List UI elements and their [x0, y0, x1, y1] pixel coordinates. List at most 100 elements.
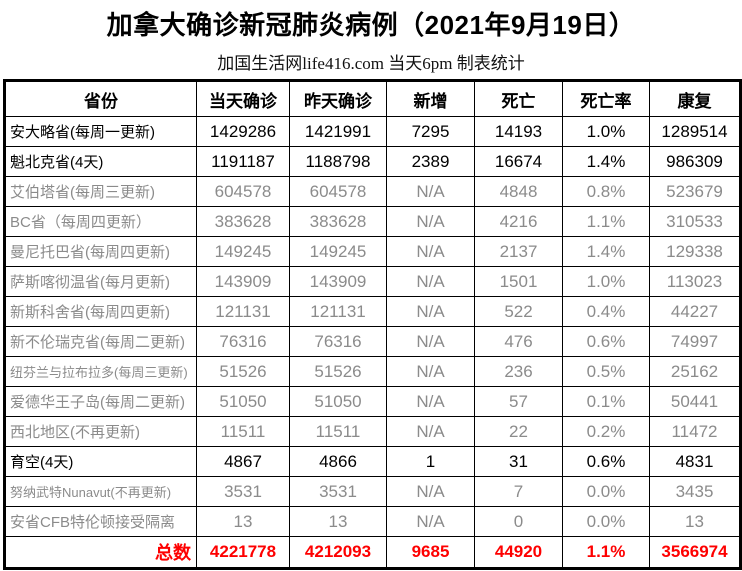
cell-today: 383628: [196, 206, 290, 237]
column-header-death-rate: 死亡率: [562, 80, 650, 117]
cell-today: 1429286: [196, 116, 290, 147]
cell-today: 51050: [196, 386, 290, 417]
table-row: 西北地区(不再更新) 11511 11511 N/A 22 0.2% 11472: [4, 416, 741, 447]
cell-deaths: 14193: [474, 116, 563, 147]
cell-deaths: 22: [474, 416, 563, 447]
covid-table: 省份 当天确诊 昨天确诊 新增 死亡 死亡率 康复 安大略省(每周一更新) 142…: [3, 79, 742, 570]
cell-deaths: 1501: [474, 266, 563, 297]
total-yesterday: 4212093: [289, 536, 387, 569]
table-row: 萨斯喀彻温省(每月更新) 143909 143909 N/A 1501 1.0% 11302…: [4, 266, 741, 297]
page-title: 加拿大确诊新冠肺炎病例（2021年9月19日）: [106, 10, 636, 40]
cell-recovered: 74997: [649, 326, 741, 357]
total-recovered: 3566974: [649, 536, 741, 569]
cell-province: 努纳武特Nunavut(不再更新): [4, 476, 197, 507]
cell-death-rate: 1.0%: [562, 116, 650, 147]
table-row: 爱德华王子岛(每周二更新) 51050 51050 N/A 57 0.1% 50441: [4, 386, 741, 417]
table-row: 新斯科舍省(每周四更新) 121131 121131 N/A 522 0.4% 44227: [4, 296, 741, 327]
cell-recovered: 4831: [649, 446, 741, 477]
table-row: 艾伯塔省(每周三更新) 604578 604578 N/A 4848 0.8% 523679: [4, 176, 741, 207]
cell-today: 13: [196, 506, 290, 537]
table-row: 曼尼托巴省(每周四更新) 149245 149245 N/A 2137 1.4% 12933…: [4, 236, 741, 267]
cell-province: 安大略省(每周一更新): [4, 116, 197, 147]
cell-province: BC省（每周四更新）: [4, 206, 197, 237]
cell-today: 76316: [196, 326, 290, 357]
cell-deaths: 57: [474, 386, 563, 417]
cell-death-rate: 1.0%: [562, 266, 650, 297]
cell-deaths: 522: [474, 296, 563, 327]
cell-today: 3531: [196, 476, 290, 507]
cell-death-rate: 0.4%: [562, 296, 650, 327]
cell-deaths: 7: [474, 476, 563, 507]
cell-death-rate: 1.4%: [562, 236, 650, 267]
cell-new-cases: N/A: [386, 506, 475, 537]
cell-recovered: 129338: [649, 236, 741, 267]
cell-new-cases: N/A: [386, 176, 475, 207]
cell-province: 新不伦瑞克省(每周二更新): [4, 326, 197, 357]
cell-province: 艾伯塔省(每周三更新): [4, 176, 197, 207]
cell-yesterday: 3531: [289, 476, 387, 507]
cell-recovered: 25162: [649, 356, 741, 387]
cell-death-rate: 0.5%: [562, 356, 650, 387]
cell-new-cases: N/A: [386, 416, 475, 447]
table-footer: 总数 4221778 4212093 9685 44920 1.1% 35669…: [4, 536, 741, 569]
cell-new-cases: N/A: [386, 326, 475, 357]
cell-new-cases: 2389: [386, 146, 475, 177]
cell-yesterday: 13: [289, 506, 387, 537]
cell-yesterday: 149245: [289, 236, 387, 267]
cell-death-rate: 0.6%: [562, 326, 650, 357]
cell-yesterday: 604578: [289, 176, 387, 207]
cell-deaths: 476: [474, 326, 563, 357]
cell-today: 121131: [196, 296, 290, 327]
cell-province: 纽芬兰与拉布拉多(每周三更新): [4, 356, 197, 387]
cell-recovered: 3435: [649, 476, 741, 507]
cell-death-rate: 0.8%: [562, 176, 650, 207]
cell-province: 曼尼托巴省(每周四更新): [4, 236, 197, 267]
cell-new-cases: N/A: [386, 236, 475, 267]
cell-new-cases: N/A: [386, 266, 475, 297]
cell-today: 604578: [196, 176, 290, 207]
total-label: 总数: [4, 536, 197, 569]
cell-deaths: 4216: [474, 206, 563, 237]
table-row: 新不伦瑞克省(每周二更新) 76316 76316 N/A 476 0.6% 74997: [4, 326, 741, 357]
table-body: 安大略省(每周一更新) 1429286 1421991 7295 14193 1.0% 12…: [4, 116, 741, 537]
table-header: 省份 当天确诊 昨天确诊 新增 死亡 死亡率 康复: [4, 80, 741, 117]
table-row: BC省（每周四更新） 383628 383628 N/A 4216 1.1% 310533: [4, 206, 741, 237]
total-deaths: 44920: [474, 536, 563, 569]
total-row: 总数 4221778 4212093 9685 44920 1.1% 35669…: [4, 536, 741, 569]
cell-yesterday: 11511: [289, 416, 387, 447]
column-header-province: 省份: [4, 80, 197, 117]
cell-death-rate: 1.1%: [562, 206, 650, 237]
table-row: 纽芬兰与拉布拉多(每周三更新) 51526 51526 N/A 236 0.5% 25162: [4, 356, 741, 387]
column-header-deaths: 死亡: [474, 80, 563, 117]
cell-deaths: 2137: [474, 236, 563, 267]
cell-new-cases: N/A: [386, 206, 475, 237]
cell-yesterday: 4866: [289, 446, 387, 477]
cell-yesterday: 383628: [289, 206, 387, 237]
cell-deaths: 236: [474, 356, 563, 387]
cell-death-rate: 0.0%: [562, 476, 650, 507]
cell-deaths: 0: [474, 506, 563, 537]
header-row: 省份 当天确诊 昨天确诊 新增 死亡 死亡率 康复: [4, 80, 741, 117]
table-row: 育空(4天) 4867 4866 1 31 0.6% 4831: [4, 446, 741, 477]
column-header-recovered: 康复: [649, 80, 741, 117]
cell-recovered: 986309: [649, 146, 741, 177]
cell-yesterday: 51050: [289, 386, 387, 417]
cell-province: 爱德华王子岛(每周二更新): [4, 386, 197, 417]
cell-recovered: 523679: [649, 176, 741, 207]
cell-yesterday: 1421991: [289, 116, 387, 147]
cell-recovered: 13: [649, 506, 741, 537]
cell-death-rate: 1.4%: [562, 146, 650, 177]
cell-today: 51526: [196, 356, 290, 387]
cell-province: 安省CFB特伦顿接受隔离: [4, 506, 197, 537]
cell-new-cases: 1: [386, 446, 475, 477]
cell-new-cases: N/A: [386, 356, 475, 387]
cell-death-rate: 0.1%: [562, 386, 650, 417]
cell-today: 143909: [196, 266, 290, 297]
column-header-new-cases: 新增: [386, 80, 475, 117]
cell-new-cases: N/A: [386, 476, 475, 507]
column-header-yesterday: 昨天确诊: [289, 80, 387, 117]
cell-deaths: 31: [474, 446, 563, 477]
cell-today: 1191187: [196, 146, 290, 177]
column-header-today: 当天确诊: [196, 80, 290, 117]
